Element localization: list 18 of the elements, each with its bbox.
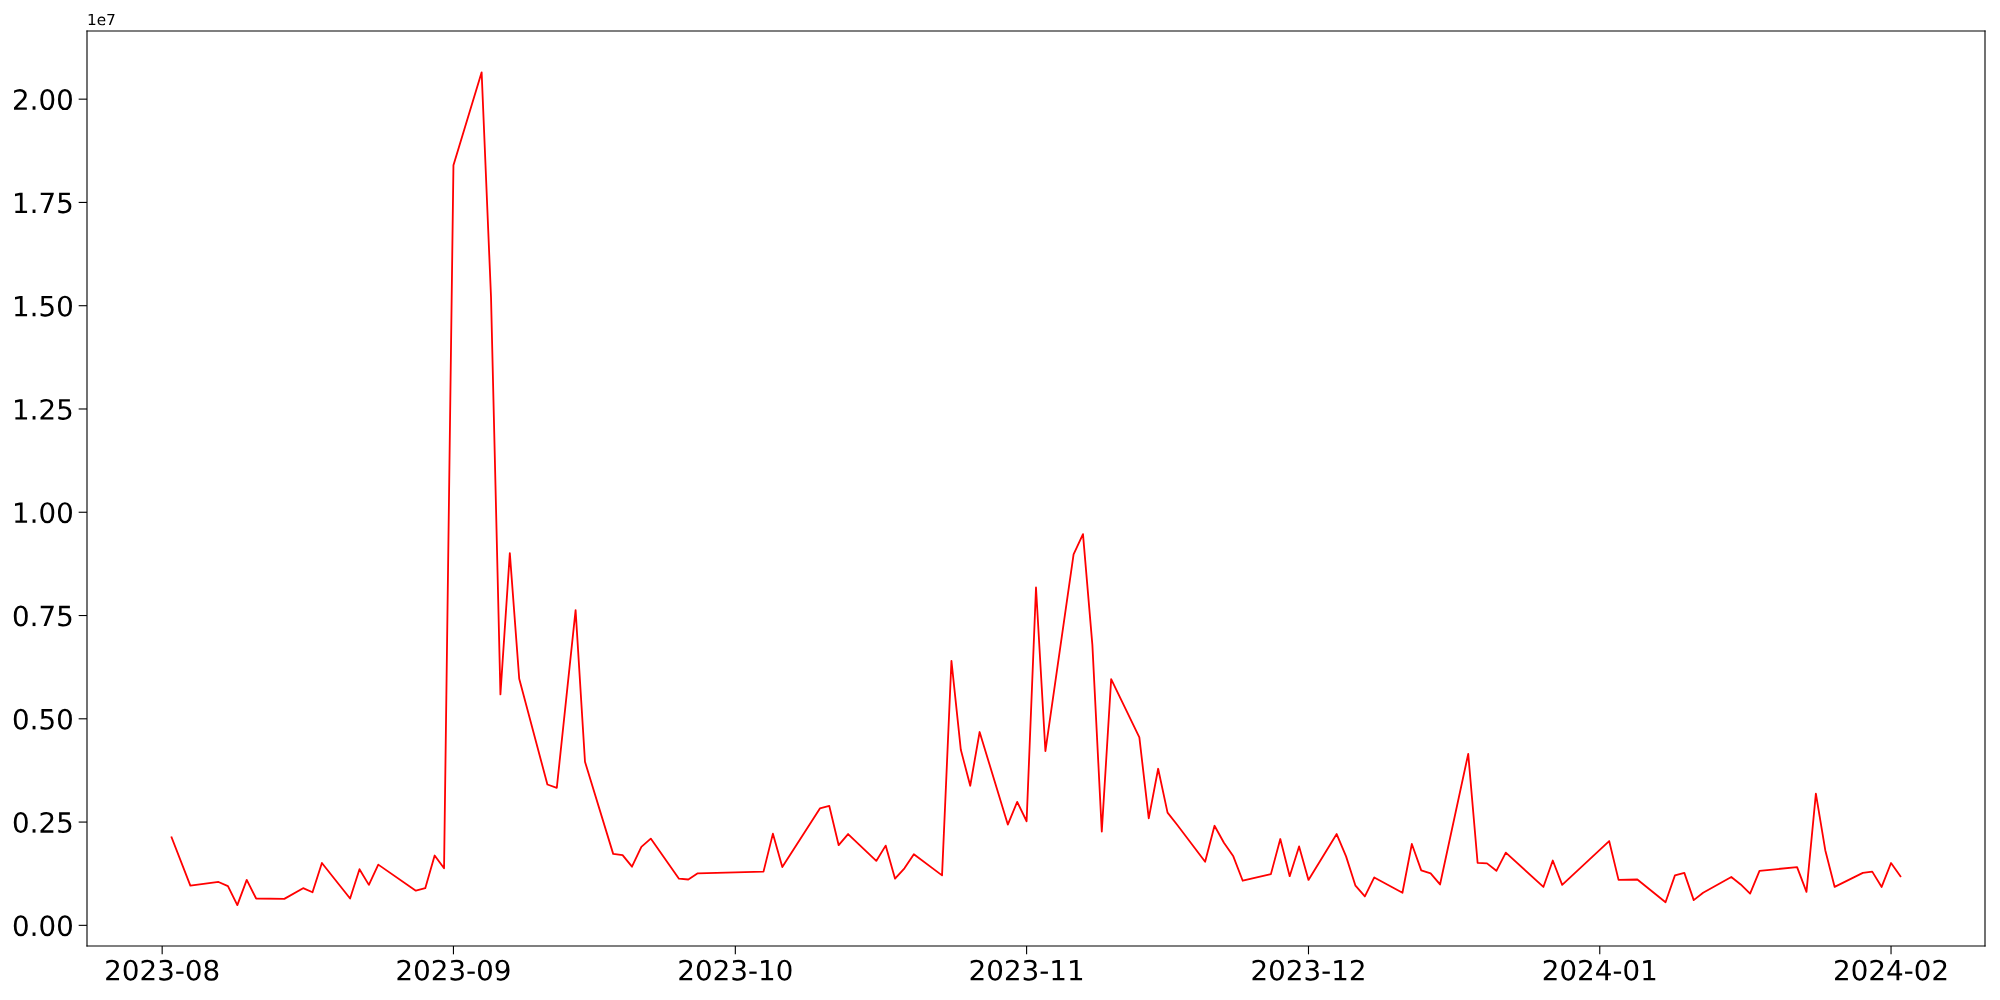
y-tick-label: 0.25 [13, 812, 72, 834]
y-tick-label: 0.50 [13, 708, 72, 730]
y-tick-label: 1.25 [15, 398, 72, 420]
y-tick-label: 1.00 [15, 502, 72, 524]
y-tick-label: 0.75 [13, 605, 72, 627]
y-tick-label: 0.00 [13, 915, 72, 937]
x-tick-label: 2023-10 [679, 959, 792, 981]
line-series [170, 71, 1902, 907]
text: 1e7 [88, 13, 115, 26]
y-tick-label: 1.75 [15, 192, 72, 214]
y-tick-label: 2.00 [13, 89, 72, 111]
x-tick-label: 2024-02 [1835, 959, 1947, 981]
y-tick-label: 1.50 [15, 295, 72, 317]
x-tick-label: 2023-11 [970, 959, 1083, 981]
x-tick-label: 2024-01 [1543, 959, 1656, 981]
x-tick-label: 2023-09 [397, 959, 510, 981]
x-tick-label: 2023-08 [106, 959, 219, 981]
x-tick-label: 2023-12 [1252, 959, 1364, 981]
